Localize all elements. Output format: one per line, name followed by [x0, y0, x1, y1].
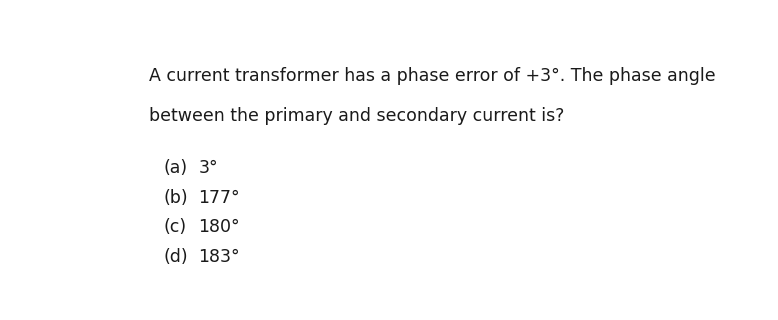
- Text: 3°: 3°: [198, 159, 218, 177]
- Text: (a): (a): [163, 159, 187, 177]
- Text: (c): (c): [163, 218, 187, 236]
- Text: 180°: 180°: [198, 218, 240, 236]
- Text: (b): (b): [163, 189, 188, 207]
- Text: A current transformer has a phase error of +3°. The phase angle: A current transformer has a phase error …: [149, 67, 715, 85]
- Text: (d): (d): [163, 248, 188, 266]
- Text: 183°: 183°: [198, 248, 240, 266]
- Text: between the primary and secondary current is?: between the primary and secondary curren…: [149, 108, 564, 125]
- Text: 177°: 177°: [198, 189, 240, 207]
